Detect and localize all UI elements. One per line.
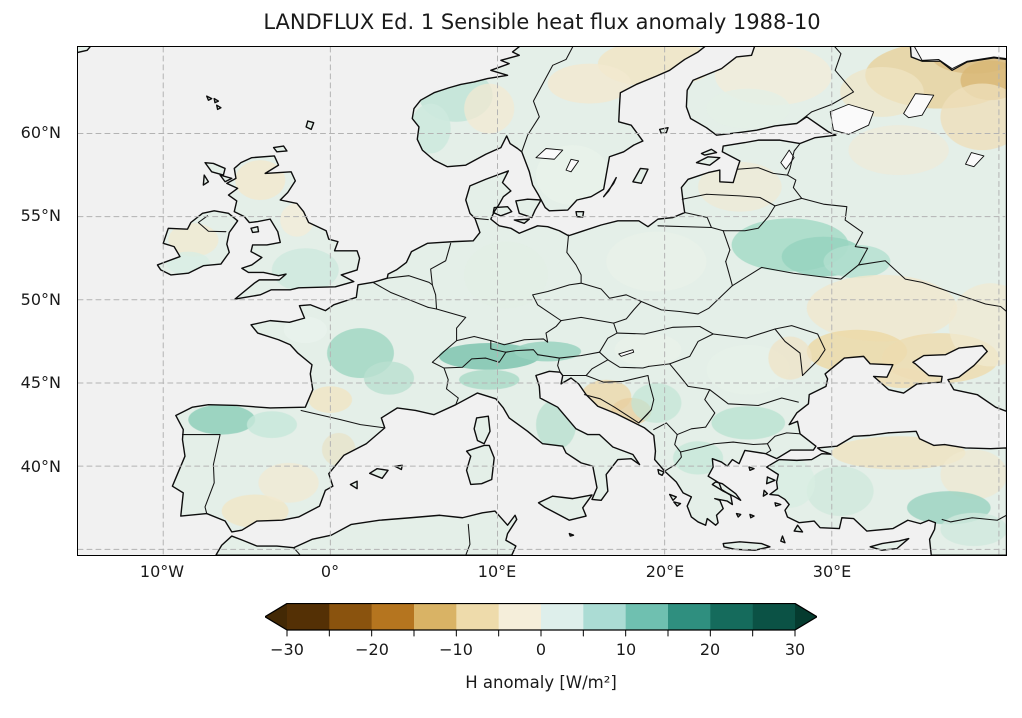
y-tick-label: 50°N	[20, 290, 61, 309]
x-tick-label: 30°E	[812, 562, 852, 581]
x-tick-label: 10°W	[139, 562, 185, 581]
y-tick-label: 45°N	[20, 373, 61, 392]
y-tick-label: 60°N	[20, 123, 61, 142]
colorbar-title: H anomaly [W/m²]	[465, 673, 617, 692]
colorbar-tick-label: −20	[355, 640, 389, 659]
x-tick-label: 0°	[320, 562, 340, 581]
colorbar-tick-label: 10	[615, 640, 637, 659]
colorbar-tick-label: −30	[270, 640, 304, 659]
colorbar	[264, 602, 818, 637]
x-tick-label: 10°E	[477, 562, 517, 581]
x-tick-label: 20°E	[645, 562, 685, 581]
y-tick-label: 55°N	[20, 206, 61, 225]
colorbar-tick-label: 20	[699, 640, 721, 659]
chart-title: LANDFLUX Ed. 1 Sensible heat flux anomal…	[263, 10, 821, 34]
colorbar-tick-label: 30	[784, 640, 806, 659]
colorbar-tick-label: −10	[439, 640, 473, 659]
map-plot	[77, 46, 1007, 556]
colorbar-tick-label: 0	[535, 640, 547, 659]
y-tick-label: 40°N	[20, 457, 61, 476]
